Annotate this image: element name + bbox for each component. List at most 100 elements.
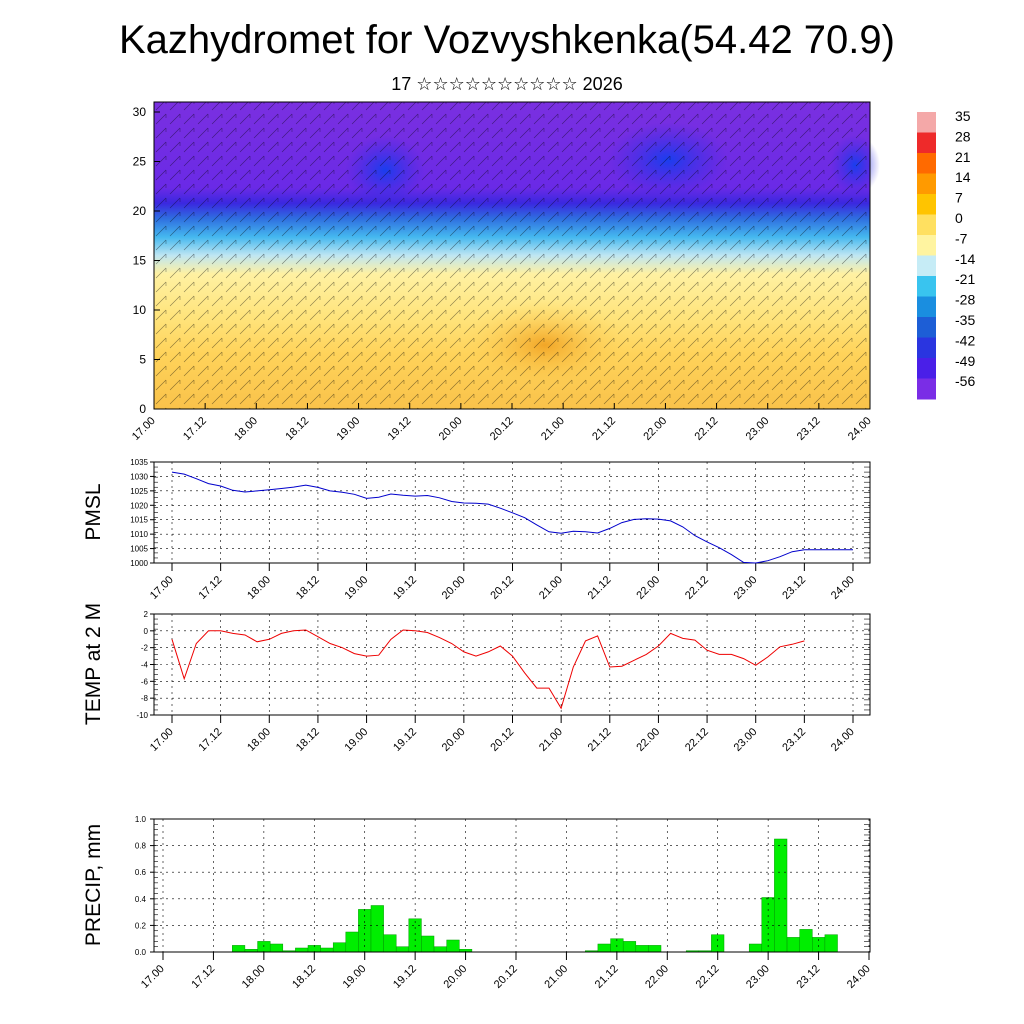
xtick-label: 18.12 <box>294 574 322 602</box>
xtick-label: 20.12 <box>488 726 516 754</box>
xtick-label: 18.00 <box>245 574 273 602</box>
colorbar: 35 28 21 14 7 0 -7 -14 -21 -28 -35 -42 -49 -56 <box>917 108 975 400</box>
colorbar-label: 28 <box>955 128 971 144</box>
colorbar-swatch <box>917 296 936 318</box>
colorbar-label: 35 <box>955 108 971 124</box>
heatmap-ytick-label: 5 <box>139 353 146 367</box>
heatmap-xtick-label: 18.00 <box>232 415 260 443</box>
colorbar-swatch <box>917 173 936 195</box>
xtick-label: 21.00 <box>542 963 570 991</box>
temp-frame <box>153 613 871 716</box>
ytick-label: 1020 <box>130 501 148 510</box>
pmsl-ylabel: PMSL <box>82 483 105 540</box>
pmsl-axes: 17.00 17.12 18.00 18.12 19.00 19.12 20.00 20.12… <box>130 458 870 602</box>
heatmap-xtick-label: 23.00 <box>744 415 772 443</box>
xtick-label: 17.12 <box>197 726 225 754</box>
ytick-label: 1015 <box>130 516 148 525</box>
xtick-label: 24.00 <box>845 963 873 991</box>
xtick-label: 22.12 <box>683 726 711 754</box>
colorbar-swatch <box>917 255 936 277</box>
ytick-label: 0.8 <box>135 842 147 851</box>
xtick-label: 21.00 <box>537 726 565 754</box>
xtick-label: 24.00 <box>829 726 857 754</box>
precip-bar <box>345 931 359 953</box>
colorbar-swatch <box>917 337 936 359</box>
colorbar-label: -35 <box>955 312 975 328</box>
xtick-label: 17.00 <box>139 963 167 991</box>
xtick-label: 23.12 <box>780 726 808 754</box>
xtick-label: 18.00 <box>245 726 273 754</box>
precip-bar <box>446 939 460 953</box>
heatmap-xtick-label: 22.00 <box>641 415 669 443</box>
precip-grid <box>154 818 870 953</box>
xtick-label: 18.00 <box>240 963 268 991</box>
ytick-label: 1030 <box>130 472 148 481</box>
precip-ylabel: PRECIP, mm <box>82 824 105 946</box>
colorbar-label: -21 <box>955 271 975 287</box>
chart-subtitle: 17 ☆☆☆☆☆☆☆☆☆☆ 2026 <box>391 74 623 94</box>
ytick-label: 2 <box>144 610 149 619</box>
xtick-label: 19.12 <box>391 726 419 754</box>
pmsl-grid <box>154 461 870 564</box>
pmsl-panel: 17.00 17.12 18.00 18.12 19.00 19.12 20.00 20.12… <box>82 458 871 602</box>
ytick-label: 1000 <box>130 559 148 568</box>
xtick-label: 20.00 <box>440 574 468 602</box>
ytick-label: 0.6 <box>135 868 147 877</box>
precip-bar <box>799 929 813 953</box>
heatmap-xtick-label: 18.12 <box>283 415 311 443</box>
xtick-label: 22.00 <box>634 574 662 602</box>
ytick-label: 1.0 <box>135 815 147 824</box>
colorbar-swatch <box>917 194 936 215</box>
heatmap-ytick-label: 0 <box>139 402 146 416</box>
xtick-label: 19.00 <box>341 963 369 991</box>
precip-bar <box>635 945 649 953</box>
colorbar-swatch <box>917 112 936 133</box>
ytick-label: 0.0 <box>135 948 147 957</box>
colorbar-label: -7 <box>955 230 968 246</box>
colorbar-swatch <box>917 214 936 236</box>
xtick-label: 21.12 <box>593 963 621 991</box>
xtick-label: 21.12 <box>586 574 614 602</box>
heatmap-ytick-label: 10 <box>133 303 147 317</box>
xtick-label: 19.12 <box>391 574 419 602</box>
xtick-label: 22.00 <box>634 726 662 754</box>
xtick-label: 18.12 <box>290 963 318 991</box>
colorbar-swatch <box>917 153 936 174</box>
colorbar-label: -28 <box>955 292 975 308</box>
ytick-label: 0.2 <box>135 921 147 930</box>
xtick-label: 20.12 <box>492 963 520 991</box>
heatmap-ytick-label: 25 <box>133 155 147 169</box>
chart-title: Kazhydromet for Vozvyshkenka(54.42 70.9) <box>119 18 895 62</box>
xtick-label: 22.00 <box>643 963 671 991</box>
precip-bar <box>774 838 788 953</box>
precip-panel: 17.00 17.12 18.00 18.12 19.00 19.12 20.00 20.12… <box>82 815 873 991</box>
ytick-label: 0 <box>144 627 149 636</box>
colorbar-swatch <box>917 358 936 379</box>
colorbar-label: 21 <box>955 149 971 165</box>
xtick-label: 17.00 <box>148 574 176 602</box>
precip-bar <box>761 897 775 953</box>
ytick-label: 0.4 <box>135 895 147 904</box>
heatmap-xtick-label: 21.00 <box>539 415 567 443</box>
temp-series-line <box>171 629 805 710</box>
heatmap-xtick-label: 19.12 <box>386 415 414 443</box>
precip-bar <box>433 946 447 953</box>
precip-bar <box>320 947 334 953</box>
precip-bar <box>597 943 611 953</box>
xtick-label: 18.12 <box>294 726 322 754</box>
xtick-label: 20.00 <box>441 963 469 991</box>
temp-grid <box>154 613 870 716</box>
ytick-label: -8 <box>141 694 149 703</box>
ytick-label: -4 <box>141 661 149 670</box>
precip-bars <box>232 838 838 953</box>
xtick-label: 20.12 <box>488 574 516 602</box>
heatmap-xtick-label: 19.00 <box>334 415 362 443</box>
precip-bar <box>269 943 284 953</box>
colorbar-label: -42 <box>955 332 975 348</box>
colorbar-swatch <box>917 235 936 256</box>
ytick-label: 1010 <box>130 530 148 539</box>
precip-bar <box>395 946 410 953</box>
heatmap-ytick-label: 20 <box>133 204 147 218</box>
xtick-label: 17.12 <box>189 963 217 991</box>
colorbar-label: 0 <box>955 210 963 226</box>
